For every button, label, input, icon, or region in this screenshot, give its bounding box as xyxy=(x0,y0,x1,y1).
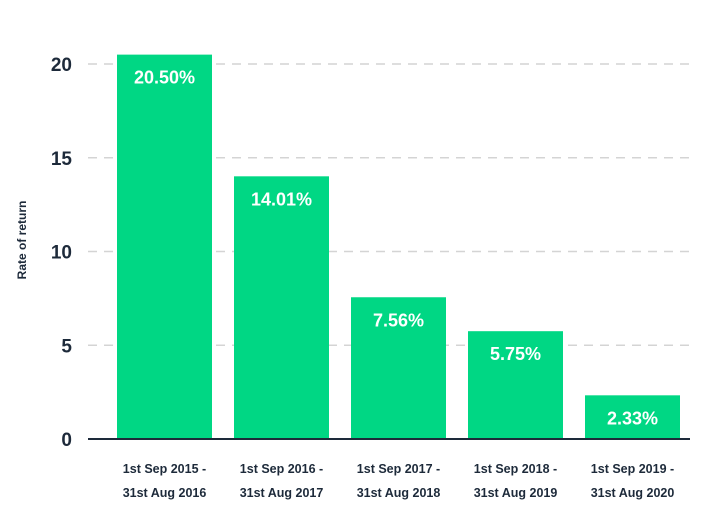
data-label: 2.33% xyxy=(607,408,658,428)
data-label: 20.50% xyxy=(134,68,195,88)
x-category-label: 1st Sep 2019 - xyxy=(591,462,674,476)
y-axis-label: Rate of return xyxy=(15,201,29,280)
y-tick-label: 0 xyxy=(61,430,72,451)
x-category-label: 31st Aug 2020 xyxy=(591,486,675,500)
data-label: 7.56% xyxy=(373,310,424,330)
x-category-label: 1st Sep 2015 - xyxy=(123,462,206,476)
x-category-label: 31st Aug 2019 xyxy=(474,486,558,500)
data-label: 5.75% xyxy=(490,344,541,364)
bar xyxy=(351,297,446,439)
y-tick-label: 5 xyxy=(61,336,72,357)
y-axis-ticks: 0 5 10 15 20 xyxy=(51,55,73,451)
bar xyxy=(585,395,680,439)
x-category-label: 31st Aug 2018 xyxy=(357,486,441,500)
bar xyxy=(117,54,212,439)
y-tick-label: 15 xyxy=(51,149,73,170)
y-tick-label: 10 xyxy=(51,243,72,264)
x-category-label: 31st Aug 2016 xyxy=(123,486,207,500)
x-axis-categories: 1st Sep 2015 - 31st Aug 2016 1st Sep 2016 … xyxy=(123,462,675,500)
x-category-label: 1st Sep 2017 - xyxy=(357,462,440,476)
x-category-label: 1st Sep 2018 - xyxy=(474,462,557,476)
y-tick-label: 20 xyxy=(51,55,72,76)
bar xyxy=(234,176,329,439)
bar xyxy=(468,331,563,439)
bars: 20.50% 14.01% 7.56% 5.75% 2.33% xyxy=(117,54,680,439)
data-label: 14.01% xyxy=(251,189,312,209)
x-category-label: 31st Aug 2017 xyxy=(240,486,324,500)
x-category-label: 1st Sep 2016 - xyxy=(240,462,323,476)
